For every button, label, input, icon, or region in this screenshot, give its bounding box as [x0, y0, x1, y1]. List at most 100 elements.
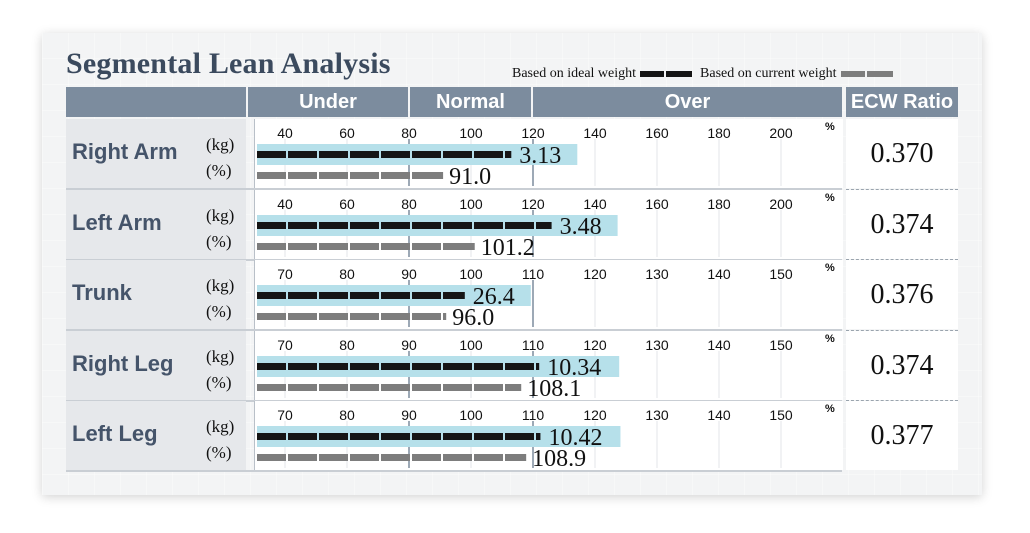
bar-segment-gap — [379, 243, 381, 250]
ecw-ratio-value: 0.370 — [846, 119, 958, 188]
bar-segment-gap — [348, 292, 350, 299]
unit-pct-label: (%) — [206, 232, 232, 251]
tick-label: 130 — [645, 337, 669, 353]
row-divider — [66, 329, 842, 331]
tick-label: 60 — [339, 125, 355, 141]
bar-segment-gap — [441, 292, 443, 299]
tick-label: 150 — [769, 266, 793, 282]
bar-segment-gap — [472, 433, 474, 440]
bar-segment-gap — [503, 222, 505, 229]
bar-segment-gap — [472, 222, 474, 229]
tick-label: 100 — [459, 266, 483, 282]
unit-kg-label: (kg) — [206, 417, 235, 436]
legend-current-swatch — [840, 71, 893, 77]
bar-segment-gap — [441, 243, 443, 250]
header-under: Under — [248, 87, 408, 117]
segment-chart: 40 60 80 100 120 140 160 180 200% 3.13 91.0 — [254, 119, 843, 190]
bar-segment-gap — [410, 292, 412, 299]
ecw-ratio-value: 0.377 — [846, 401, 958, 470]
bar-segment-gap — [286, 454, 288, 461]
pct-value: 108.9 — [532, 446, 586, 470]
legend: Based on ideal weight Based on current we… — [512, 66, 901, 82]
ecw-ratio-value: 0.374 — [846, 331, 958, 400]
bar-segment-gap — [410, 363, 412, 370]
unit-pct-label: (%) — [206, 373, 232, 392]
bar-segment-gap — [348, 222, 350, 229]
unit-kg-label: (kg) — [206, 206, 235, 225]
bar-segment-gap — [286, 172, 288, 179]
bar-segment-gap — [534, 363, 536, 370]
legend-ideal-swatch — [640, 71, 693, 77]
bar-segment-gap — [317, 172, 319, 179]
tick-label: 60 — [339, 196, 355, 212]
segment-name: Left Leg — [72, 421, 158, 446]
bar-segment-gap — [317, 243, 319, 250]
bar-segment-gap — [410, 243, 412, 250]
bar-segment-gap — [410, 433, 412, 440]
tick-label: 70 — [277, 266, 293, 282]
bar-segment-gap — [410, 222, 412, 229]
ecw-ratio-value: 0.374 — [846, 190, 958, 259]
bar-segment-gap — [286, 222, 288, 229]
bar-segment-gap — [503, 384, 505, 391]
bar-segment-gap — [472, 454, 474, 461]
tick-label: 80 — [339, 337, 355, 353]
current-weight-bar — [257, 313, 447, 320]
tick-label: 100 — [459, 125, 483, 141]
ecw-divider — [846, 330, 958, 331]
header-normal: Normal — [410, 87, 531, 117]
bar-segment-gap — [286, 313, 288, 320]
bar-segment-gap — [348, 172, 350, 179]
bar-segment-gap — [286, 243, 288, 250]
tick-label: 180 — [707, 125, 731, 141]
tick-label: 200 — [769, 125, 793, 141]
bar-segment-gap — [410, 172, 412, 179]
tick-label: 140 — [583, 125, 607, 141]
bar-segment-gap — [379, 151, 381, 158]
tick-label: 120 — [521, 125, 545, 141]
row-label-cell: Trunk (kg) (%) — [66, 260, 246, 329]
kg-value: 3.48 — [560, 214, 602, 240]
bar-segment-gap — [348, 384, 350, 391]
percent-symbol: % — [825, 121, 835, 133]
tick-label: 90 — [401, 266, 417, 282]
unit-pct-label: (%) — [206, 161, 232, 180]
tick-label: 180 — [707, 196, 731, 212]
unit-pct-label: (%) — [206, 443, 232, 462]
tick-label: 140 — [707, 407, 731, 423]
bar-segment-gap — [286, 384, 288, 391]
pct-value: 101.2 — [481, 235, 535, 259]
tick-label: 100 — [459, 196, 483, 212]
segment-chart-svg: 70 80 90 100 110 120 130 140 150 % 26.496.0 — [257, 262, 835, 331]
percent-symbol: % — [825, 403, 835, 415]
bar-segment-gap — [317, 292, 319, 299]
bar-segment-gap — [348, 433, 350, 440]
ideal-weight-bar — [257, 151, 512, 158]
tick-label: 160 — [645, 125, 669, 141]
ecw-divider — [846, 400, 958, 401]
ecw-ratio-value: 0.376 — [846, 260, 958, 329]
row-label-cell: Right Leg (kg) (%) — [66, 331, 246, 400]
tick-label: 120 — [583, 266, 607, 282]
legend-ideal-label: Based on ideal weight — [512, 66, 637, 81]
pct-value: 96.0 — [452, 305, 494, 329]
bar-segment-gap — [317, 313, 319, 320]
segment-name: Trunk — [72, 280, 132, 305]
segment-name: Right Arm — [72, 139, 178, 164]
kg-value: 10.34 — [547, 355, 601, 381]
bar-segment-gap — [379, 313, 381, 320]
tick-label: 100 — [459, 337, 483, 353]
ecw-divider — [846, 189, 958, 190]
bar-segment-gap — [317, 384, 319, 391]
bar-segment-gap — [503, 454, 505, 461]
unit-kg-label: (kg) — [206, 347, 235, 366]
bar-segment-gap — [348, 313, 350, 320]
bar-segment-gap — [441, 454, 443, 461]
ecw-divider — [846, 259, 958, 260]
unit-kg-label: (kg) — [206, 276, 235, 295]
row-label-cell: Right Arm (kg) (%) — [66, 119, 246, 188]
segment-name: Right Leg — [72, 351, 174, 376]
tick-label: 70 — [277, 407, 293, 423]
bar-segment-gap — [503, 151, 505, 158]
tick-label: 70 — [277, 337, 293, 353]
